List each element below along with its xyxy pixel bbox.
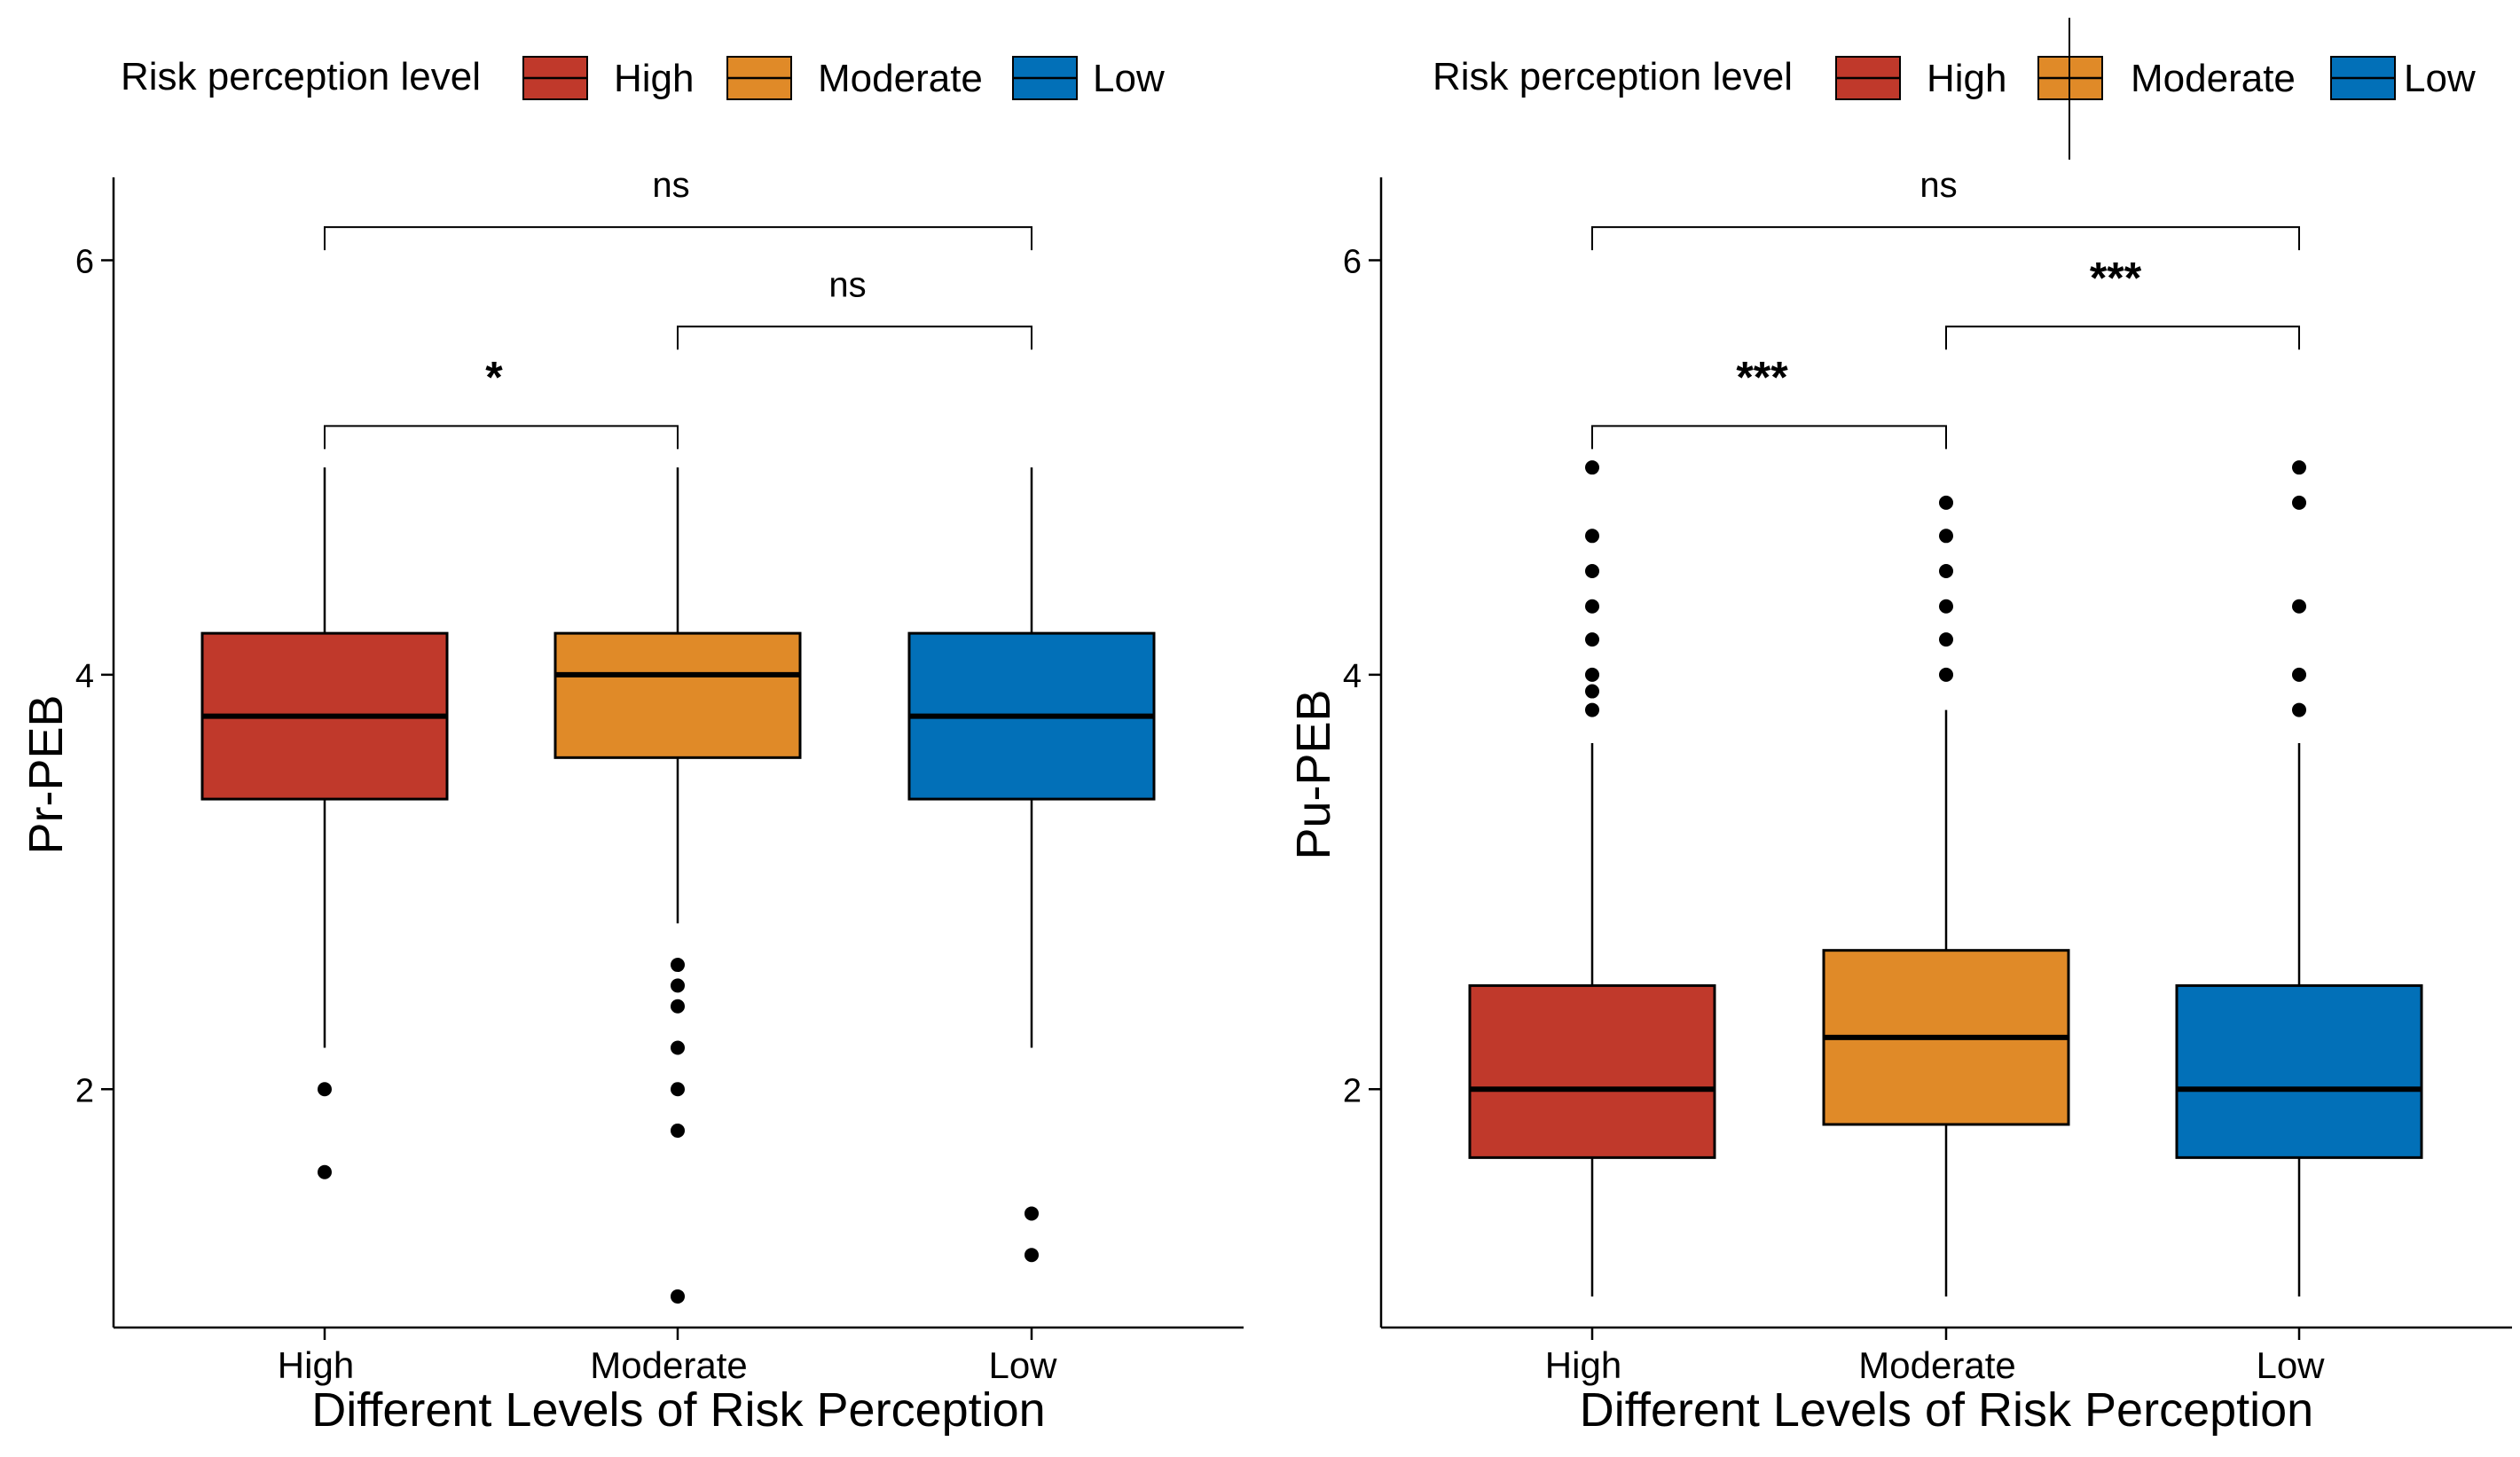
- outlier-point: [2292, 667, 2306, 682]
- panel-right: Risk perception level High Moderate Low 2 4 6 H…: [1287, 18, 2512, 1437]
- outlier-point: [671, 1040, 685, 1055]
- x-tick-label-low: Low: [988, 1344, 1057, 1386]
- significance-bracket: [677, 325, 1032, 350]
- box-moderate: [1822, 495, 2070, 1296]
- legend: Risk perception level High Moderate Low: [121, 55, 1165, 100]
- x-axis-title: Different Levels of Risk Perception: [1580, 1383, 2313, 1437]
- significance-bracket: [324, 226, 1032, 251]
- legend-label-moderate: Moderate: [2131, 57, 2296, 100]
- x-tick-label-high: High: [1545, 1344, 1621, 1386]
- significance-label: ***: [1736, 352, 1788, 402]
- significance-label: ns: [652, 166, 689, 205]
- outlier-point: [1585, 529, 1599, 544]
- significance-bracket: [1591, 425, 1947, 450]
- y-tick-label-2: 2: [75, 1072, 94, 1109]
- legend-label-moderate: Moderate: [818, 57, 983, 100]
- outlier-point: [671, 999, 685, 1014]
- y-tick-label-4: 4: [1343, 658, 1362, 695]
- comparison-moderate-low: ***: [1945, 253, 2300, 350]
- iqr-box-high: [1468, 983, 1716, 1159]
- iqr-box-low: [2175, 983, 2423, 1159]
- outlier-point: [1585, 564, 1599, 579]
- outlier-point: [671, 1289, 685, 1304]
- x-tick-label-moderate: Moderate: [590, 1344, 747, 1386]
- outlier-point: [1939, 564, 1953, 579]
- outlier-point: [2292, 495, 2306, 510]
- outlier-point: [318, 1164, 332, 1179]
- outlier-point: [1939, 495, 1953, 510]
- outlier-point: [671, 978, 685, 993]
- outlier-point: [671, 958, 685, 973]
- significance-label: ns: [1919, 166, 1957, 205]
- legend-label-high: High: [1927, 57, 2007, 100]
- outlier-point: [1939, 599, 1953, 614]
- box-moderate: [553, 467, 802, 1304]
- outlier-point: [1939, 667, 1953, 682]
- y-tick-label-4: 4: [75, 658, 94, 695]
- outlier-point: [1024, 1206, 1039, 1221]
- significance-label: ns: [828, 265, 866, 304]
- outlier-point: [2292, 460, 2306, 475]
- outlier-point: [1585, 667, 1599, 682]
- outlier-point: [1585, 702, 1599, 717]
- x-tick-label-moderate: Moderate: [1858, 1344, 2015, 1386]
- outlier-point: [2292, 702, 2306, 717]
- outlier-point: [671, 1082, 685, 1097]
- comparison-high-moderate: ***: [1591, 352, 1947, 450]
- legend-label-low: Low: [1093, 57, 1165, 100]
- outlier-point: [1939, 632, 1953, 647]
- legend: Risk perception level High Moderate Low: [1433, 18, 2476, 160]
- y-tick-label-6: 6: [1343, 243, 1362, 280]
- outlier-point: [1585, 599, 1599, 614]
- box-high: [200, 467, 449, 1179]
- comparison-moderate-low: ns: [677, 265, 1032, 350]
- box-high: [1468, 460, 1716, 1296]
- outlier-point: [1585, 460, 1599, 475]
- legend-label-high: High: [614, 57, 695, 100]
- outlier-point: [1024, 1248, 1039, 1263]
- outlier-point: [1939, 529, 1953, 544]
- significance-bracket: [1945, 325, 2300, 350]
- box-low: [907, 467, 1156, 1263]
- comparison-high-low: ns: [1591, 166, 2300, 251]
- significance-bracket: [1591, 226, 2300, 251]
- x-tick-label-high: High: [278, 1344, 354, 1386]
- outlier-point: [2292, 599, 2306, 614]
- significance-label: *: [485, 352, 503, 402]
- significance-bracket: [324, 425, 679, 450]
- y-axis-title: Pu-PEB: [1287, 689, 1340, 859]
- iqr-box-moderate: [553, 631, 802, 759]
- outlier-point: [671, 1123, 685, 1138]
- x-tick-label-low: Low: [2256, 1344, 2325, 1386]
- comparison-high-low: ns: [324, 166, 1032, 251]
- outlier-point: [1585, 632, 1599, 647]
- y-tick-label-2: 2: [1343, 1072, 1362, 1109]
- legend-title: Risk perception level: [1433, 55, 1793, 98]
- x-axis-title: Different Levels of Risk Perception: [311, 1383, 1045, 1437]
- panel-left: Risk perception level High Moderate Low 2 4 6 H…: [20, 55, 1244, 1437]
- comparison-high-moderate: *: [324, 352, 679, 450]
- box-low: [2175, 460, 2423, 1296]
- outlier-point: [1585, 684, 1599, 699]
- significance-label: ***: [2090, 253, 2142, 302]
- y-axis-title: Pr-PEB: [20, 694, 73, 854]
- legend-label-low: Low: [2404, 57, 2476, 100]
- legend-title: Risk perception level: [121, 55, 481, 98]
- y-tick-label-6: 6: [75, 243, 94, 280]
- outlier-point: [318, 1082, 332, 1097]
